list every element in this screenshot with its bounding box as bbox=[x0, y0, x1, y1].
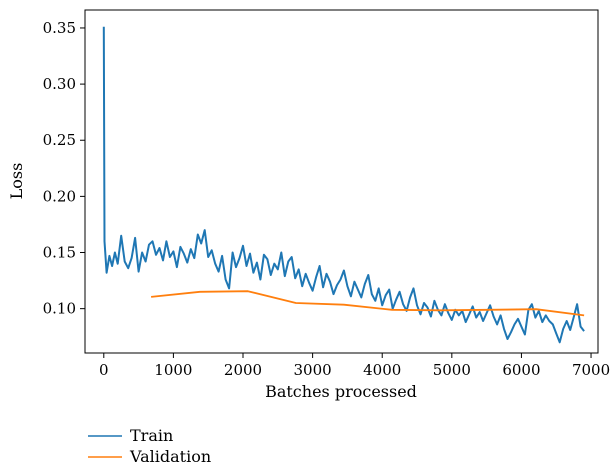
x-tick-label: 5000 bbox=[433, 361, 471, 379]
x-tick-label: 1000 bbox=[154, 361, 192, 379]
series-line-train bbox=[102, 26, 585, 344]
plot-area bbox=[84, 9, 599, 354]
x-tick-label: 2000 bbox=[224, 361, 262, 379]
y-tick-label: 0.35 bbox=[43, 19, 76, 37]
y-tick-label: 0.15 bbox=[43, 244, 76, 262]
x-tick-label: 0 bbox=[99, 361, 109, 379]
x-tick-label: 3000 bbox=[294, 361, 332, 379]
y-tick-label: 0.25 bbox=[43, 131, 76, 149]
plot-frame bbox=[84, 9, 599, 354]
legend: Train Validation bbox=[88, 426, 211, 466]
y-tick-label: 0.20 bbox=[43, 187, 76, 205]
x-tick-label: 4000 bbox=[363, 361, 401, 379]
y-axis-title: Loss bbox=[7, 163, 26, 200]
x-tick-label: 6000 bbox=[502, 361, 540, 379]
legend-validation-label: Validation bbox=[129, 447, 211, 466]
y-tick-label: 0.30 bbox=[43, 75, 76, 93]
series-layer bbox=[102, 26, 585, 344]
legend-train-label: Train bbox=[130, 426, 173, 445]
x-tick-label: 7000 bbox=[572, 361, 610, 379]
series-line-validation bbox=[151, 290, 585, 317]
x-axis-title: Batches processed bbox=[265, 382, 417, 401]
y-axis: 0.10 0.15 0.20 0.25 0.30 0.35 bbox=[43, 19, 85, 318]
y-tick-label: 0.10 bbox=[43, 300, 76, 318]
x-axis: 0 1000 2000 3000 4000 5000 6000 7000 bbox=[99, 353, 610, 379]
